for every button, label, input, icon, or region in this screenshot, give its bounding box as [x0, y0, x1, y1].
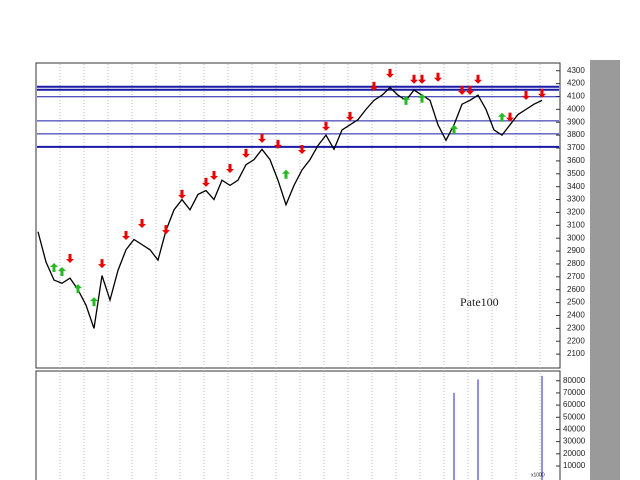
price-panel: [35, 62, 561, 369]
volume-unit: x1000: [531, 472, 545, 478]
y-tick-label: 2900: [567, 246, 585, 255]
sell-arrow: [162, 225, 170, 235]
buy-arrow: [90, 297, 98, 307]
scroll-bar: [590, 60, 620, 480]
y-tick-label: 3600: [567, 156, 585, 165]
y-tick-label: 3900: [567, 117, 585, 126]
sell-arrow: [98, 259, 106, 269]
buy-arrow: [282, 169, 290, 179]
y-tick-label: 2300: [567, 323, 585, 332]
buy-arrow: [74, 284, 82, 294]
sell-arrow: [474, 74, 482, 84]
sell-arrow: [138, 219, 146, 229]
sell-arrow: [226, 164, 234, 174]
y-tick-label: 2800: [567, 259, 585, 268]
sell-arrow: [434, 72, 442, 82]
y-tick-label: 3200: [567, 208, 585, 217]
annotation: Pate100: [460, 295, 499, 309]
sell-arrow: [410, 74, 418, 84]
y-tick-label: 3500: [567, 169, 585, 178]
sell-arrow: [210, 170, 218, 180]
sell-arrow: [274, 139, 282, 149]
sell-arrow: [522, 90, 530, 100]
sell-arrow: [346, 111, 354, 121]
buy-arrow: [402, 95, 410, 105]
y-tick-label: 2700: [567, 272, 585, 281]
y-tick-label: 2400: [567, 311, 585, 320]
price-line: [37, 86, 543, 329]
y-tick-label: 3300: [567, 195, 585, 204]
sell-arrow: [202, 177, 210, 187]
sell-arrow: [298, 144, 306, 154]
y-tick-label: 3700: [567, 143, 585, 152]
sell-arrow: [122, 230, 130, 240]
y-tick-label: 3400: [567, 182, 585, 191]
y-tick-label: 4200: [567, 79, 585, 88]
volume-tick-label: 70000: [563, 388, 586, 397]
sell-arrow: [66, 254, 74, 264]
sell-arrow: [506, 112, 514, 122]
buy-arrow: [418, 93, 426, 103]
buy-arrow: [498, 112, 506, 122]
buy-arrow: [58, 267, 66, 277]
sell-arrow: [458, 85, 466, 95]
volume-tick-label: 80000: [563, 376, 586, 385]
sell-arrow: [258, 133, 266, 143]
sell-arrow: [386, 68, 394, 78]
volume-tick-label: 60000: [563, 400, 586, 409]
sell-arrow: [466, 85, 474, 95]
buy-arrow: [450, 124, 458, 134]
y-tick-label: 3800: [567, 130, 585, 139]
y-tick-label: 2200: [567, 336, 585, 345]
volume-tick-label: 30000: [563, 437, 586, 446]
sell-arrow: [322, 121, 330, 131]
vertical-grid: [59, 64, 541, 480]
sell-arrow: [242, 148, 250, 158]
volume-tick-label: 50000: [563, 412, 586, 421]
sell-arrow: [178, 189, 186, 199]
buy-arrow: [50, 263, 58, 273]
y-tick-label: 4000: [567, 104, 585, 113]
volume-tick-label: 40000: [563, 425, 586, 434]
volume-tick-label: 20000: [563, 449, 586, 458]
y-tick-label: 3000: [567, 233, 585, 242]
y-tick-label: 2600: [567, 285, 585, 294]
sell-arrow: [538, 88, 546, 98]
sell-arrow: [418, 74, 426, 84]
y-tick-label: 2100: [567, 349, 585, 358]
y-tick-label: 2500: [567, 298, 585, 307]
y-tick-label: 3100: [567, 220, 585, 229]
volume-tick-label: 10000: [563, 461, 586, 470]
volume-panel: [35, 370, 561, 480]
y-tick-label: 4100: [567, 92, 585, 101]
y-tick-label: 4300: [567, 66, 585, 75]
sell-arrow: [370, 81, 378, 91]
